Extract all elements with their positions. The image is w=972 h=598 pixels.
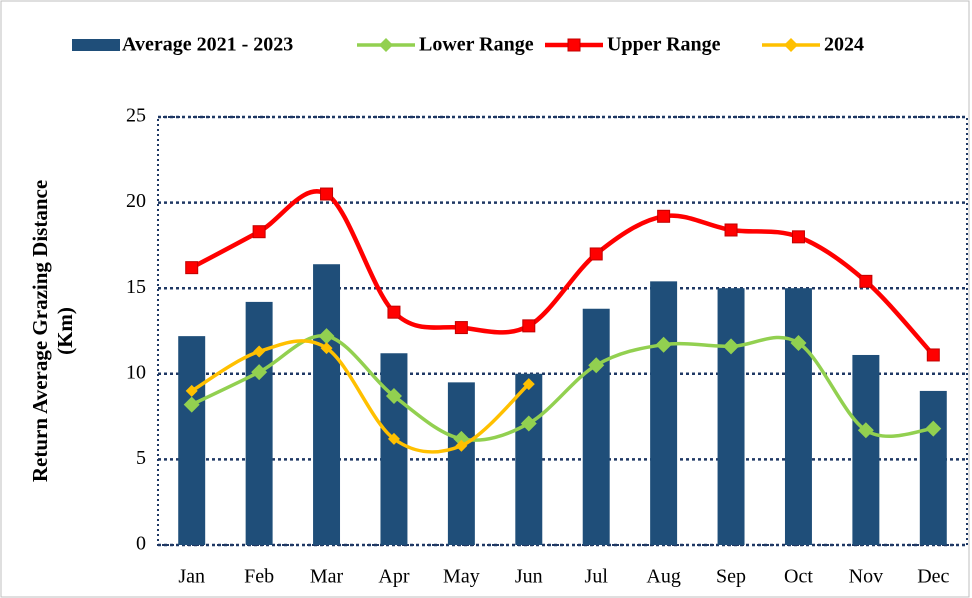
x-tick-label: Mar — [310, 566, 344, 588]
plot-border — [157, 116, 968, 546]
marker — [724, 223, 738, 237]
x-tick-label: Jul — [585, 566, 609, 588]
marker — [320, 342, 333, 355]
marker — [185, 261, 199, 275]
x-tick-label: Jan — [178, 566, 205, 588]
marker — [379, 38, 393, 52]
legend-label: Average 2021 - 2023 — [122, 34, 293, 56]
marker — [522, 319, 536, 333]
marker — [318, 328, 335, 345]
marker — [723, 338, 740, 355]
x-tick-label: Oct — [784, 566, 813, 588]
marker — [522, 378, 535, 391]
marker — [588, 357, 605, 374]
bar — [717, 288, 745, 545]
y-axis-label-line: Return Average Grazing Distance — [28, 180, 52, 482]
marker — [791, 230, 805, 244]
marker — [657, 209, 671, 223]
x-tick-label: Jun — [515, 566, 543, 588]
y-axis-label-line: (Km) — [53, 307, 77, 355]
marker — [567, 38, 581, 52]
marker — [857, 422, 874, 439]
bar — [919, 390, 947, 545]
x-tick-label: Feb — [244, 566, 274, 588]
x-tick-label: Sep — [716, 566, 746, 588]
bar — [852, 354, 880, 545]
y-axis-label: Return Average Grazing Distance (Km) — [28, 180, 77, 482]
x-tick-label: Dec — [917, 566, 949, 588]
y-tick-label: 5 — [136, 447, 146, 469]
y-tick-label: 15 — [126, 276, 146, 298]
x-tick-label: Aug — [646, 566, 680, 588]
bar — [447, 382, 475, 545]
x-tick-label: May — [443, 566, 480, 588]
marker — [387, 305, 401, 319]
legend-label: Upper Range — [607, 34, 721, 56]
marker — [454, 321, 468, 335]
bar — [313, 264, 341, 545]
marker — [655, 336, 672, 353]
marker — [926, 348, 940, 362]
x-tick-label: Apr — [378, 566, 409, 588]
y-tick-label: 25 — [126, 105, 146, 127]
marker — [253, 345, 266, 358]
marker — [925, 420, 942, 437]
bar — [784, 288, 812, 545]
legend-swatch — [72, 39, 120, 51]
line — [190, 339, 530, 454]
marker — [185, 384, 198, 397]
y-tick-label: 0 — [136, 533, 146, 555]
bar — [582, 308, 610, 545]
legend-label: Lower Range — [419, 34, 534, 56]
marker — [784, 38, 798, 52]
legend-label: 2024 — [824, 34, 864, 56]
y-tick-label: 20 — [126, 190, 146, 212]
marker — [589, 247, 603, 261]
marker — [387, 432, 400, 445]
marker — [320, 187, 334, 201]
bar — [245, 301, 273, 545]
line — [190, 334, 934, 442]
marker — [183, 396, 200, 413]
bar — [178, 336, 206, 545]
marker — [385, 388, 402, 405]
marker — [859, 274, 873, 288]
bar — [515, 373, 543, 545]
marker — [455, 439, 468, 452]
marker — [251, 364, 268, 381]
marker — [252, 225, 266, 239]
bar — [650, 281, 678, 545]
bar — [380, 353, 408, 545]
line — [190, 189, 935, 357]
marker — [520, 415, 537, 432]
y-tick-label: 10 — [126, 361, 146, 383]
x-tick-label: Nov — [849, 566, 883, 588]
marker — [790, 334, 807, 351]
legend: Average 2021 - 2023 Lower Range Upper Rang… — [72, 34, 864, 56]
